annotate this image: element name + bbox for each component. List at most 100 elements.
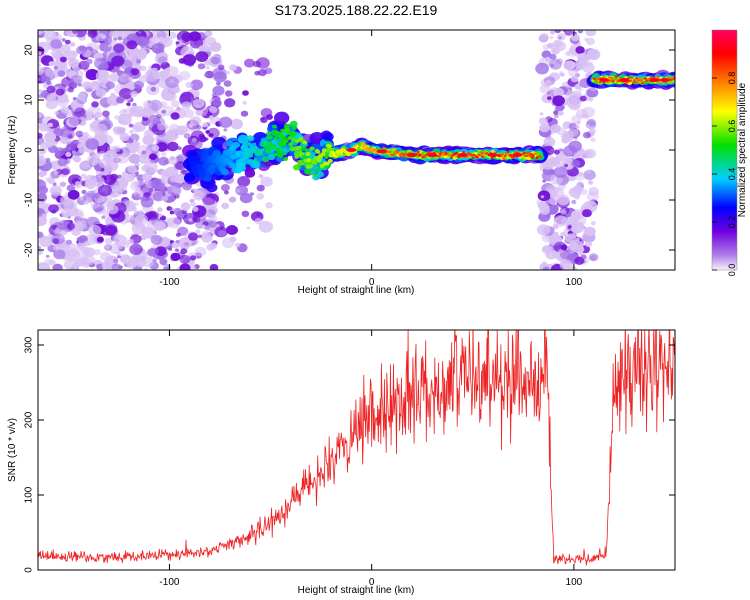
noise-blob <box>129 130 134 134</box>
noise-blob <box>536 224 551 236</box>
noise-blob <box>38 155 47 167</box>
ridge-cell <box>666 75 670 78</box>
noise-blob <box>74 181 82 187</box>
noise-blob <box>59 181 67 187</box>
noise-blob <box>73 155 82 163</box>
noise-blob <box>138 153 152 164</box>
noise-blob <box>197 63 206 70</box>
noise-blob <box>223 128 228 132</box>
noise-blob <box>65 99 70 103</box>
noise-blob <box>208 115 214 120</box>
ridge-cell <box>292 125 298 130</box>
ridge-cell <box>438 155 441 158</box>
noise-blob <box>194 246 207 257</box>
noise-blob <box>85 69 100 81</box>
noise-blob <box>550 191 555 195</box>
noise-blob <box>578 88 583 92</box>
noise-blob <box>563 60 576 71</box>
noise-blob <box>240 110 249 117</box>
ridge-cell <box>531 156 534 159</box>
ridge-cell <box>437 151 440 154</box>
noise-blob <box>105 244 110 249</box>
noise-blob <box>131 105 146 118</box>
ridge-peak <box>659 78 670 82</box>
noise-blob <box>140 196 154 208</box>
noise-blob <box>571 199 577 205</box>
noise-blob <box>574 194 580 200</box>
noise-blob <box>100 34 107 39</box>
noise-blob <box>159 44 166 50</box>
ridge-cell <box>324 161 330 166</box>
noise-blob <box>66 184 76 192</box>
noise-blob <box>226 225 238 235</box>
noise-blob <box>82 132 89 138</box>
noise-blob <box>578 57 588 65</box>
noise-blob <box>111 55 125 67</box>
noise-blob <box>568 239 584 252</box>
noise-blob <box>582 62 595 73</box>
noise-blob <box>579 95 587 102</box>
noise-blob <box>553 166 568 179</box>
ridge-cell <box>476 156 480 159</box>
noise-blob <box>218 64 225 70</box>
noise-blob <box>204 60 211 66</box>
noise-blob <box>542 266 550 270</box>
noise-blob <box>157 123 166 131</box>
noise-blob <box>38 77 41 81</box>
noise-blob <box>38 62 41 68</box>
ridge-cell <box>635 77 638 80</box>
noise-blob <box>256 193 265 200</box>
noise-blob <box>87 105 101 117</box>
noise-blob <box>586 118 597 127</box>
ridge-peak <box>512 153 523 157</box>
noise-blob <box>44 68 55 78</box>
noise-blob <box>584 226 596 237</box>
noise-blob <box>180 248 188 255</box>
noise-blob <box>136 36 148 47</box>
noise-blob <box>112 258 119 263</box>
noise-blob <box>553 41 567 52</box>
noise-blob <box>48 259 56 266</box>
ridge-cell <box>613 78 617 81</box>
noise-blob <box>564 30 573 36</box>
noise-blob <box>45 254 50 258</box>
noise-blob <box>55 88 65 96</box>
noise-blob <box>135 194 141 198</box>
noise-blob <box>558 36 563 40</box>
noise-blob <box>91 101 99 108</box>
noise-blob <box>169 210 174 215</box>
noise-blob <box>132 124 142 133</box>
ridge-cell <box>395 149 399 152</box>
snr-panel: -100 0 100 0 100 200 300 Height of straight l… <box>7 329 676 596</box>
noise-blob <box>141 150 147 155</box>
noise-blob <box>179 94 192 105</box>
noise-blob <box>53 140 58 145</box>
noise-blob <box>130 90 138 98</box>
ridge-cell <box>388 151 392 154</box>
ridge-cell <box>204 175 212 182</box>
ridge-cell <box>490 156 494 159</box>
noise-blob <box>179 254 191 264</box>
colorbar-tick-label: 0.0 <box>727 264 737 277</box>
noise-blob <box>77 92 87 100</box>
noise-blob <box>159 37 169 45</box>
noise-blob <box>554 30 561 34</box>
noise-blob <box>220 184 230 192</box>
noise-blob <box>588 253 599 262</box>
noise-blob <box>560 244 568 251</box>
ridge-cell <box>399 155 403 158</box>
noise-blob <box>100 251 111 261</box>
noise-blob <box>100 168 105 172</box>
noise-blob <box>111 193 118 198</box>
noise-blob <box>178 39 183 43</box>
snr-frame <box>37 329 676 571</box>
noise-blob <box>92 81 99 86</box>
noise-blob <box>161 109 167 114</box>
figure-title: S173.2025.188.22.22.E19 <box>275 2 438 18</box>
spectrogram-y-ticks: -20 -10 0 10 20 <box>24 44 675 257</box>
noise-blob <box>167 184 182 197</box>
ridge-cell <box>237 134 249 144</box>
noise-blob <box>38 66 45 76</box>
noise-blob <box>152 258 157 263</box>
noise-blob <box>539 206 551 215</box>
